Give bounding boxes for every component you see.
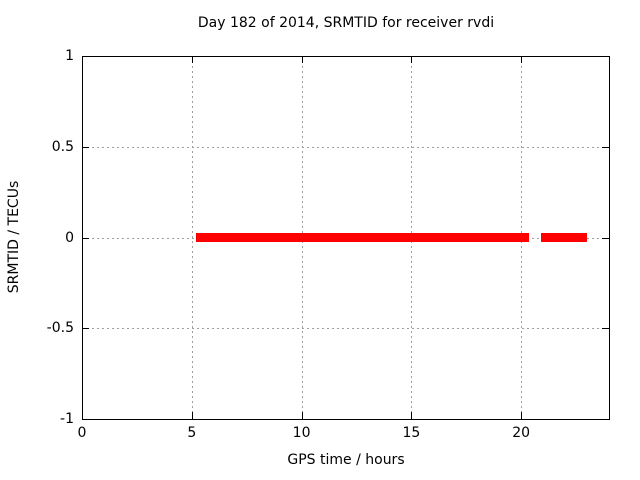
x-tick-bottom (191, 412, 193, 419)
x-tick-top (82, 56, 83, 63)
series-segment (196, 233, 529, 242)
x-tick-label: 0 (77, 425, 87, 441)
x-tick-bottom (521, 412, 523, 419)
x-tick-bottom (411, 412, 413, 419)
x-tick-top (301, 56, 303, 63)
x-tick-label: 20 (512, 425, 531, 441)
y-tick-left (82, 56, 89, 57)
y-tick-left (82, 328, 89, 330)
x-tick-label: 5 (187, 425, 197, 441)
series-segment (540, 233, 588, 242)
y-tick-right (602, 328, 609, 330)
y-tick-right (602, 419, 609, 420)
x-tick-top (191, 56, 193, 63)
x-tick-label: 10 (292, 425, 311, 441)
x-tick-bottom (301, 412, 303, 419)
chart-title: Day 182 of 2014, SRMTID for receiver rvd… (197, 15, 495, 31)
x-axis-label: GPS time / hours (287, 452, 405, 468)
y-tick-left (82, 419, 89, 420)
y-gridline (82, 146, 609, 148)
y-tick-right (602, 56, 609, 57)
y-tick-label: -0.5 (46, 320, 74, 337)
y-tick-label: -1 (60, 411, 74, 427)
x-tick-label: 15 (402, 425, 421, 441)
y-tick-right (602, 237, 609, 239)
x-tick-top (411, 56, 413, 63)
y-tick-left (82, 237, 89, 239)
y-tick-right (602, 146, 609, 148)
y-tick-left (82, 146, 89, 148)
y-tick-label: 1 (65, 48, 74, 64)
x-tick-top (521, 56, 523, 63)
y-tick-label: 0 (65, 229, 74, 246)
y-tick-label: 0.5 (51, 138, 74, 155)
y-gridline (82, 328, 609, 330)
x-tick-bottom (82, 412, 83, 419)
